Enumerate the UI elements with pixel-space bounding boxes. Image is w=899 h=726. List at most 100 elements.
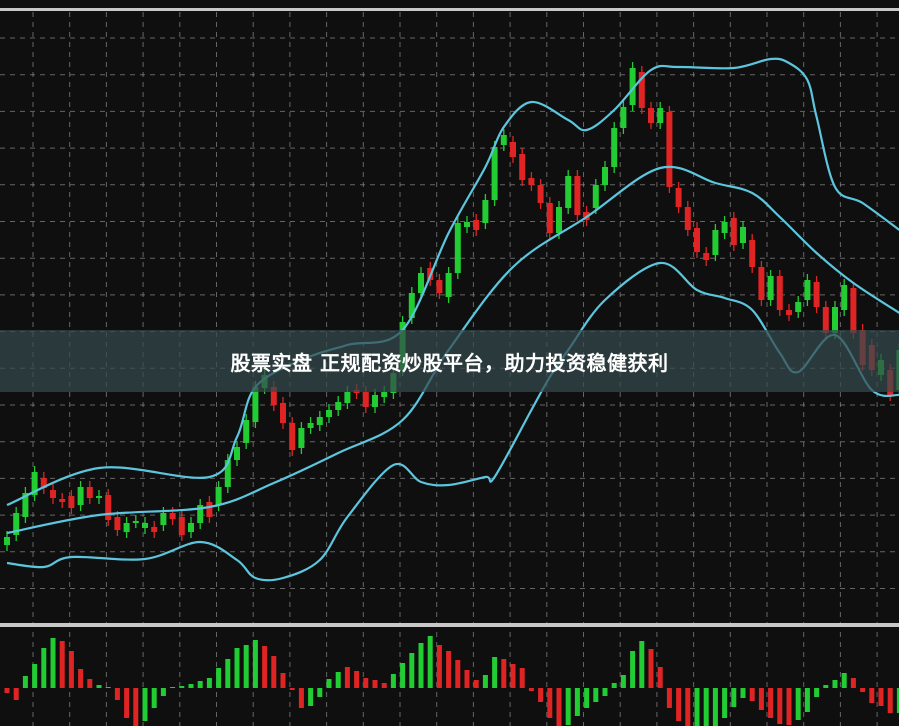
candle-up bbox=[592, 185, 599, 208]
candle-down bbox=[436, 280, 443, 293]
candle-up bbox=[13, 513, 20, 535]
histogram-bar bbox=[326, 679, 332, 688]
histogram-bar bbox=[703, 688, 709, 726]
candle-down bbox=[730, 218, 737, 245]
candle-down bbox=[178, 517, 185, 535]
histogram-bar bbox=[124, 688, 130, 718]
candle-down bbox=[758, 267, 765, 300]
candle-down bbox=[59, 499, 66, 502]
histogram-bar bbox=[197, 681, 203, 688]
candle-down bbox=[169, 513, 176, 519]
histogram-bar bbox=[574, 688, 580, 716]
histogram-bar bbox=[381, 683, 387, 688]
candle-up bbox=[408, 293, 415, 318]
candle-down bbox=[574, 176, 581, 215]
candle-up bbox=[657, 108, 664, 123]
candle-up bbox=[77, 487, 84, 505]
candle-down bbox=[813, 282, 820, 307]
candle-up bbox=[464, 222, 470, 227]
candle-down bbox=[105, 495, 112, 520]
histogram-bar bbox=[722, 688, 728, 718]
candle-up bbox=[795, 302, 802, 312]
histogram-bar bbox=[151, 688, 157, 708]
candle-down bbox=[114, 517, 121, 530]
histogram-bar bbox=[758, 688, 764, 710]
histogram-bar bbox=[142, 688, 148, 721]
candle-down bbox=[289, 423, 296, 450]
histogram-bar bbox=[712, 688, 718, 726]
histogram-bar bbox=[289, 688, 295, 690]
candle-down bbox=[362, 392, 369, 407]
candle-up bbox=[335, 402, 342, 410]
histogram-bar bbox=[22, 676, 28, 688]
histogram-bar bbox=[41, 648, 47, 688]
histogram-bar bbox=[133, 688, 139, 726]
candle-down bbox=[151, 527, 158, 532]
candle-up bbox=[602, 167, 608, 185]
candle-up bbox=[804, 280, 811, 300]
bollinger-band-middle bbox=[6, 165, 899, 535]
histogram-bar bbox=[850, 678, 856, 688]
histogram-bar bbox=[814, 688, 820, 697]
candle-up bbox=[482, 200, 489, 223]
candle-up bbox=[611, 128, 618, 167]
histogram-bar bbox=[280, 673, 286, 688]
candle-up bbox=[344, 392, 351, 403]
histogram-bar bbox=[243, 645, 249, 688]
candle-up bbox=[491, 147, 498, 200]
histogram-bar bbox=[519, 668, 525, 688]
candle-up bbox=[142, 523, 148, 528]
candle-down bbox=[776, 276, 783, 310]
histogram-bar bbox=[878, 688, 884, 706]
candle-down bbox=[537, 185, 544, 203]
candle-down bbox=[206, 502, 213, 517]
histogram-bar bbox=[869, 688, 875, 703]
histogram-bar bbox=[740, 688, 746, 698]
histogram-bar bbox=[418, 643, 424, 688]
candle-up bbox=[381, 392, 388, 397]
histogram-bar bbox=[639, 641, 645, 688]
candle-up bbox=[721, 222, 728, 233]
histogram-bar bbox=[676, 688, 682, 721]
histogram-bar bbox=[252, 640, 258, 688]
candle-down bbox=[528, 178, 535, 185]
histogram-bar bbox=[363, 678, 369, 688]
histogram-bar bbox=[547, 688, 553, 718]
histogram-bar bbox=[896, 688, 899, 713]
histogram-bar bbox=[4, 688, 10, 693]
histogram-bar bbox=[795, 688, 801, 720]
histogram-bar bbox=[59, 641, 65, 688]
histogram-bar bbox=[768, 688, 774, 718]
histogram-bar bbox=[262, 646, 268, 688]
candle-up bbox=[234, 447, 240, 460]
candle-up bbox=[445, 273, 452, 297]
candle-down bbox=[68, 496, 75, 508]
candle-up bbox=[841, 285, 848, 310]
candle-up bbox=[418, 273, 424, 293]
histogram-bar bbox=[409, 653, 415, 688]
candle-up bbox=[160, 513, 167, 525]
histogram-bar bbox=[179, 686, 185, 688]
candle-up bbox=[132, 521, 139, 523]
candle-up bbox=[31, 472, 38, 495]
candle-down bbox=[473, 220, 480, 230]
histogram-bar bbox=[446, 651, 452, 688]
histogram-bar bbox=[96, 685, 102, 688]
histogram-bar bbox=[400, 663, 406, 688]
candle-up bbox=[215, 487, 222, 505]
overlay-banner: 股票实盘 正规配资炒股平台，助力投资稳健获利 bbox=[0, 330, 899, 392]
panel-separator bbox=[0, 623, 899, 627]
candle-up bbox=[712, 230, 719, 255]
candle-down bbox=[40, 478, 47, 488]
candle-down bbox=[684, 207, 691, 230]
candle-down bbox=[850, 288, 857, 333]
candle-down bbox=[280, 403, 286, 423]
histogram-bar bbox=[648, 649, 654, 688]
histogram-bar bbox=[32, 664, 38, 688]
candle-up bbox=[123, 523, 130, 532]
histogram-bar bbox=[354, 671, 360, 688]
candle-down bbox=[675, 188, 682, 207]
histogram-bar bbox=[538, 688, 544, 702]
histogram-bar bbox=[804, 688, 810, 712]
